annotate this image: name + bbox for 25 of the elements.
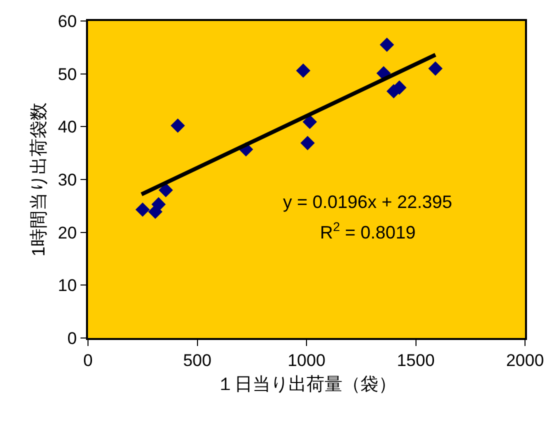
point — [170, 118, 185, 133]
y-tick-label: 40 — [58, 118, 77, 137]
point — [158, 182, 173, 198]
x-axis-title: １日当り出荷量（袋） — [216, 374, 396, 394]
point — [302, 114, 317, 130]
y-axis-title: 1時間当り出荷袋数 — [28, 102, 49, 257]
annotation: y = 0.0196x + 22.395 — [283, 192, 452, 212]
y-tick-label: 50 — [58, 64, 77, 84]
point — [151, 197, 166, 212]
y-tick-label: 0 — [67, 328, 77, 348]
point — [135, 202, 150, 217]
x-tick-label: 2000 — [506, 351, 544, 370]
point — [300, 136, 315, 150]
y-tick-label: 60 — [58, 12, 77, 31]
point — [428, 61, 443, 76]
point — [380, 38, 394, 52]
x-tick-label: 1000 — [288, 351, 326, 370]
y-tick-label: 30 — [58, 170, 77, 190]
point — [296, 64, 310, 78]
x-tick-label: 0 — [83, 351, 93, 370]
y-tick-label: 10 — [58, 276, 77, 296]
y-tick-label: 20 — [58, 223, 77, 242]
annotation: R$^{2}$ = 0.8019 — [320, 220, 416, 243]
x-tick-label: 500 — [183, 351, 212, 370]
x-tick-label: 1500 — [396, 351, 435, 370]
